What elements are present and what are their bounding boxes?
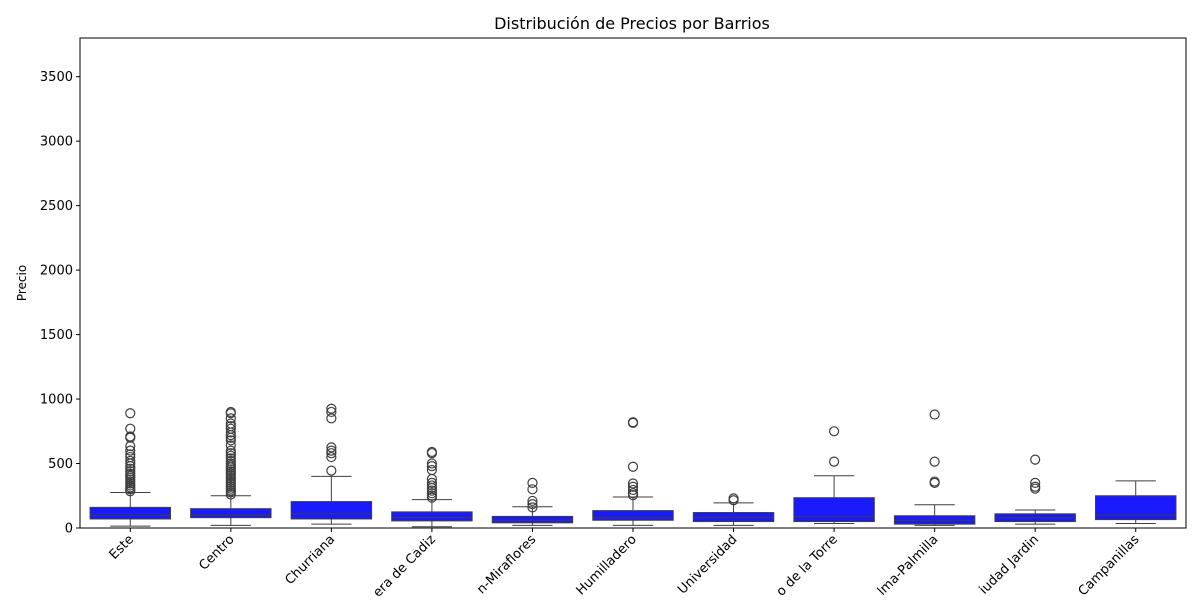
outlier-point <box>225 455 236 467</box>
box-group <box>491 477 574 526</box>
chart-title: Distribución de Precios por Barrios <box>494 14 770 33</box>
box-iqr <box>290 501 373 520</box>
outlier-point <box>426 477 438 488</box>
outlier-point <box>1030 481 1041 492</box>
outlier-point <box>326 406 337 418</box>
outlier-point <box>426 446 438 458</box>
outlier-point <box>627 461 639 472</box>
y-tick-label: 3500 <box>40 70 73 85</box>
outlier-point <box>125 451 136 463</box>
outlier-point <box>1030 454 1041 465</box>
y-tick-label: 1500 <box>40 328 73 343</box>
outlier-point <box>627 478 639 489</box>
box-iqr <box>190 508 272 519</box>
y-tick-label: 3000 <box>40 135 73 150</box>
outlier-point <box>627 488 639 499</box>
outlier-point <box>527 484 538 495</box>
box-group <box>793 426 875 524</box>
outlier-point <box>326 445 337 456</box>
box-iqr <box>391 511 473 522</box>
outlier-point <box>225 453 236 464</box>
outlier-point <box>225 406 236 418</box>
outlier-point <box>125 449 136 460</box>
y-tick-label: 1000 <box>40 393 73 408</box>
box-iqr <box>592 510 674 521</box>
outlier-point <box>125 441 136 452</box>
box-group <box>592 417 674 526</box>
outlier-point <box>326 413 337 424</box>
y-axis-ticks: 0 500 1000 1500 2000 2500 3000 3500 <box>40 70 80 537</box>
outlier-point <box>527 499 538 510</box>
plot-frame <box>79 37 1187 529</box>
outlier-point <box>125 423 136 434</box>
outlier-point <box>225 448 236 459</box>
outlier-point <box>426 458 438 469</box>
outlier-point <box>426 488 438 499</box>
y-tick-label: 2500 <box>40 199 73 214</box>
outlier-point <box>326 403 337 414</box>
outlier-point <box>225 423 236 434</box>
outlier-point <box>225 450 236 461</box>
box-group <box>893 409 976 526</box>
box-group <box>391 446 473 528</box>
outlier-point <box>225 418 236 429</box>
box-iqr <box>1095 495 1177 521</box>
outlier-point <box>125 445 136 456</box>
box-iqr <box>89 506 171 520</box>
outlier-point <box>326 451 337 463</box>
outlier-point <box>728 493 739 504</box>
box-group <box>1095 480 1177 524</box>
outlier-point <box>125 468 136 479</box>
y-tick-label: 0 <box>65 522 73 537</box>
box-iqr <box>491 515 574 524</box>
outlier-point <box>527 495 538 507</box>
outlier-point <box>326 465 337 476</box>
box-iqr <box>692 512 775 523</box>
y-tick-label: 2000 <box>40 264 73 279</box>
outlier-point <box>125 431 136 442</box>
outlier-point <box>225 413 236 424</box>
outlier-point <box>125 466 136 477</box>
box-iqr <box>793 497 875 523</box>
box-group <box>994 454 1076 525</box>
outlier-point <box>426 480 438 491</box>
outlier-point <box>929 409 940 420</box>
outlier-point <box>225 440 236 451</box>
outlier-point <box>527 477 538 488</box>
outlier-point <box>527 502 538 513</box>
outlier-point <box>828 456 840 467</box>
box-group <box>190 406 272 526</box>
plot-area <box>89 403 1177 528</box>
outlier-point <box>426 490 438 501</box>
outlier-point <box>627 481 639 492</box>
outlier-point <box>225 445 236 456</box>
outlier-point <box>828 426 840 437</box>
outlier-point <box>1030 477 1041 488</box>
outlier-point <box>326 448 337 459</box>
outlier-point <box>426 464 438 476</box>
outlier-point <box>929 456 940 467</box>
outlier-point <box>225 421 236 432</box>
y-axis-label: Precio <box>15 265 29 301</box>
outlier-point <box>326 442 337 453</box>
box-group <box>89 408 171 527</box>
outlier-point <box>125 408 136 419</box>
outlier-point <box>125 455 136 467</box>
outlier-point <box>627 417 639 428</box>
box-group <box>290 403 373 525</box>
outlier-point <box>426 461 438 472</box>
outlier-point <box>627 484 639 496</box>
box-group <box>692 493 775 526</box>
outlier-point <box>426 485 438 496</box>
outlier-point <box>125 463 136 474</box>
y-tick-label: 500 <box>48 457 73 472</box>
outlier-point <box>225 458 236 469</box>
outlier-point <box>225 435 236 446</box>
outlier-point <box>929 476 940 487</box>
